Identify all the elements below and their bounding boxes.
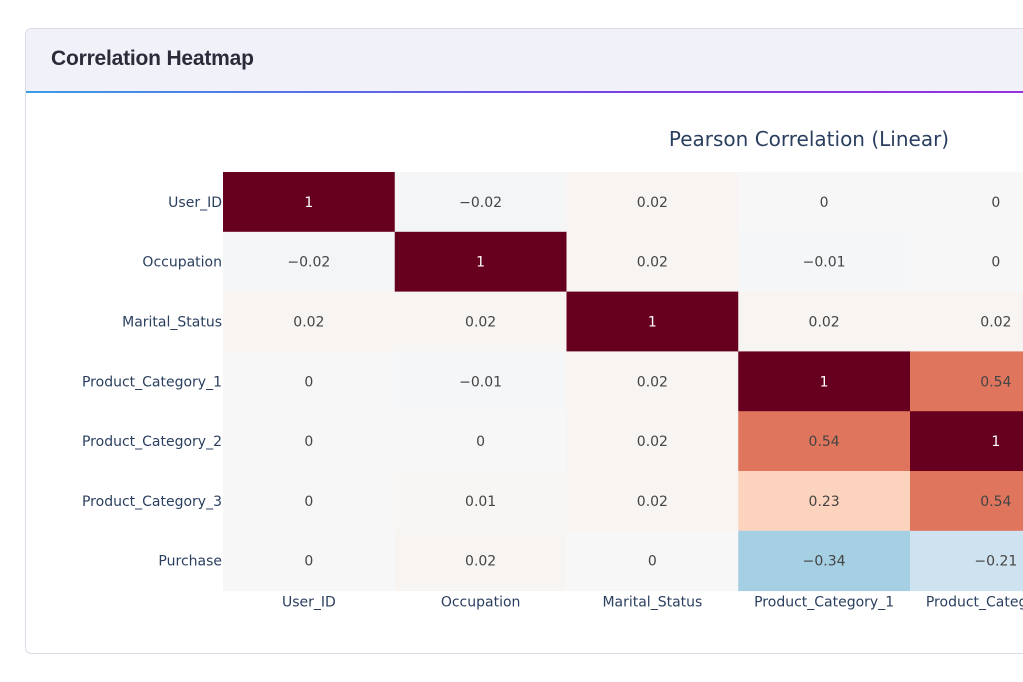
cell-value-label: 0.54 xyxy=(809,434,840,450)
x-tick-label: Product_Category_2 xyxy=(926,595,1023,611)
heatmap-cell xyxy=(566,530,739,592)
x-tick-label: Product_Category_1 xyxy=(754,595,894,611)
cell-value-label: 0.54 xyxy=(980,374,1011,390)
heatmap-cell xyxy=(223,351,396,412)
header-underline xyxy=(26,91,1023,93)
cell-value-label: 0.02 xyxy=(637,255,668,271)
cell-value-label: −0.34 xyxy=(803,554,846,570)
heatmap-cell xyxy=(223,471,396,532)
heatmap-cell xyxy=(566,172,739,233)
heatmap-cell xyxy=(394,411,567,472)
y-axis-tick-labels: User_ID Occupation Marital_Status Product_C… xyxy=(82,195,222,570)
heatmap-cell xyxy=(223,291,396,352)
cell-value-label: 0.02 xyxy=(980,315,1011,331)
cell-value-label: 0.02 xyxy=(637,374,668,390)
cell-value-label: 0.02 xyxy=(637,494,668,510)
heatmap-cell xyxy=(738,172,911,233)
heatmap-cell xyxy=(566,411,739,472)
cell-value-label: 1 xyxy=(648,315,657,331)
heatmap-cell xyxy=(394,172,567,233)
y-tick-label: User_ID xyxy=(168,195,222,211)
x-axis-tick-labels: User_ID Occupation Marital_Status Product_C… xyxy=(282,595,1023,611)
cell-value-label: 0 xyxy=(991,255,1000,271)
heatmap-cells: 1 −0.02 0.02 0 0 −0.02 1 0.02 −0.01 0 0.02 0.02 1 0.0… xyxy=(223,172,1023,592)
cell-value-label: −0.01 xyxy=(803,255,846,271)
cell-value-label: 0.02 xyxy=(465,315,496,331)
heatmap-cell xyxy=(738,291,911,352)
heatmap-cell xyxy=(910,411,1023,472)
y-tick-label: Product_Category_2 xyxy=(82,434,222,450)
y-tick-label: Product_Category_3 xyxy=(82,494,222,510)
cell-value-label: 0 xyxy=(304,554,313,570)
y-tick-label: Marital_Status xyxy=(122,315,222,331)
cell-value-label: 0 xyxy=(991,195,1000,211)
cell-value-label: 0.02 xyxy=(637,434,668,450)
heatmap-cell xyxy=(223,172,396,233)
chart-title: Pearson Correlation (Linear) xyxy=(669,127,949,151)
heatmap-cell xyxy=(910,471,1023,532)
y-tick-label: Product_Category_1 xyxy=(82,374,222,390)
cell-value-label: 0 xyxy=(820,195,829,211)
cell-value-label: 0 xyxy=(304,494,313,510)
heatmap-cell xyxy=(394,530,567,592)
x-tick-label: Occupation xyxy=(441,595,521,611)
y-tick-label: Purchase xyxy=(158,554,222,570)
heatmap-cell xyxy=(566,351,739,412)
heatmap-cell xyxy=(738,351,911,412)
cell-value-label: 1 xyxy=(820,374,829,390)
heatmap-cell xyxy=(738,530,911,592)
y-tick-label: Occupation xyxy=(142,255,222,271)
cell-value-label: 1 xyxy=(991,434,1000,450)
cell-value-label: −0.01 xyxy=(459,374,502,390)
heatmap-cell xyxy=(910,291,1023,352)
heatmap-cell xyxy=(223,530,396,592)
heatmap-cell xyxy=(738,471,911,532)
cell-value-label: 0 xyxy=(304,374,313,390)
cell-value-label: 0.02 xyxy=(293,315,324,331)
cell-value-label: −0.02 xyxy=(287,255,330,271)
cell-value-label: 0.23 xyxy=(809,494,840,510)
cell-value-label: 1 xyxy=(304,195,313,211)
cell-value-label: 0 xyxy=(648,554,657,570)
heatmap-cell xyxy=(394,231,567,293)
heatmap-cell xyxy=(394,351,567,412)
heatmap-cell xyxy=(223,231,396,293)
heatmap-cell xyxy=(566,231,739,293)
cell-value-label: 0.02 xyxy=(637,195,668,211)
heatmap-cell xyxy=(910,530,1023,592)
heatmap-cell xyxy=(738,411,911,472)
heatmap-cell xyxy=(394,291,567,352)
heatmap-cell xyxy=(566,291,739,352)
cell-value-label: −0.02 xyxy=(459,195,502,211)
x-tick-label: Marital_Status xyxy=(602,595,702,611)
heatmap-cell xyxy=(910,172,1023,233)
cell-value-label: 0.01 xyxy=(465,494,496,510)
cell-value-label: 1 xyxy=(476,255,485,271)
cell-value-label: 0.02 xyxy=(465,554,496,570)
card-header: Correlation Heatmap xyxy=(26,29,1023,91)
cell-value-label: 0 xyxy=(304,434,313,450)
cell-value-label: 0.02 xyxy=(809,315,840,331)
heatmap-cell xyxy=(910,351,1023,412)
x-tick-label: User_ID xyxy=(282,595,336,611)
heatmap-cell xyxy=(223,411,396,472)
heatmap-cell xyxy=(738,231,911,293)
heatmap-cell xyxy=(394,471,567,532)
heatmap-cell xyxy=(566,471,739,532)
cell-value-label: 0.54 xyxy=(980,494,1011,510)
cell-value-label: 0 xyxy=(476,434,485,450)
heatmap-cell xyxy=(910,231,1023,293)
cell-value-label: −0.21 xyxy=(974,554,1017,570)
card-title: Correlation Heatmap xyxy=(51,47,254,70)
